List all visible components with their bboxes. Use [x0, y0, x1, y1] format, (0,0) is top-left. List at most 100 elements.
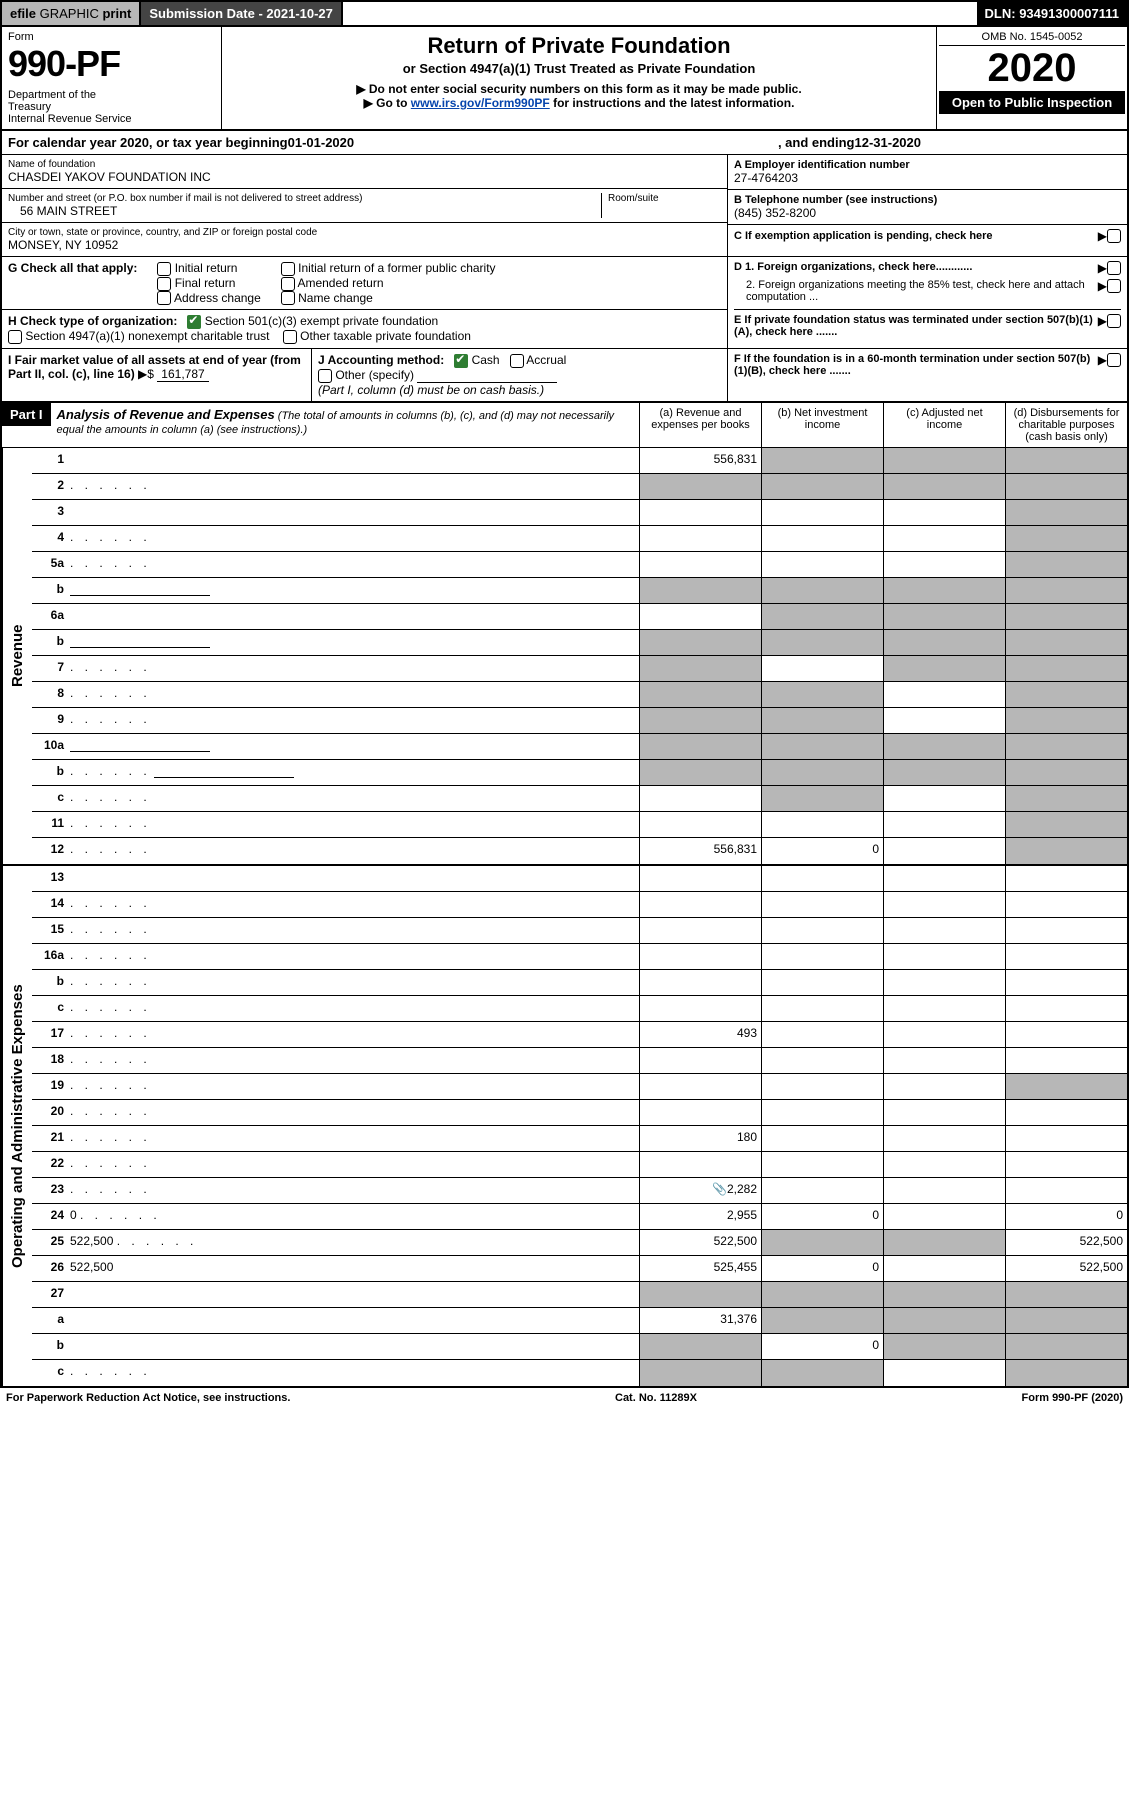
calendar-row: For calendar year 2020, or tax year begi…: [0, 131, 1129, 155]
dept-label: Department of theTreasuryInternal Revenu…: [8, 89, 215, 125]
row-desc: . . . . . .: [68, 656, 639, 681]
row-num: 3: [32, 500, 68, 525]
cell-a: 522,500: [639, 1230, 761, 1255]
cell-b: 0: [761, 1204, 883, 1229]
g-initial-public-chk[interactable]: [281, 262, 295, 276]
table-row: 13: [32, 866, 1127, 892]
cell-c: [883, 604, 1005, 629]
row-num: 1: [32, 448, 68, 473]
g-initial-chk[interactable]: [157, 262, 171, 276]
row-num: 21: [32, 1126, 68, 1151]
cell-a: 525,455: [639, 1256, 761, 1281]
c-checkbox[interactable]: [1107, 229, 1121, 243]
table-row: c . . . . . .: [32, 996, 1127, 1022]
cell-b: [761, 1074, 883, 1099]
row-num: 10a: [32, 734, 68, 759]
irs-link[interactable]: www.irs.gov/Form990PF: [411, 96, 550, 110]
e-checkbox[interactable]: [1107, 314, 1121, 328]
col-a-head: (a) Revenue and expenses per books: [639, 403, 761, 447]
header-center: Return of Private Foundation or Section …: [222, 27, 937, 129]
row-desc: . . . . . .: [68, 944, 639, 969]
row-num: 11: [32, 812, 68, 837]
table-row: 22 . . . . . .: [32, 1152, 1127, 1178]
cell-b: [761, 1308, 883, 1333]
table-row: c . . . . . .: [32, 786, 1127, 812]
row-desc: [68, 448, 639, 473]
j-accrual-chk[interactable]: [510, 354, 524, 368]
phone-cell: B Telephone number (see instructions) (8…: [728, 190, 1127, 225]
revenue-table: 1556,8312 . . . . . .34 . . . . . .5a . …: [32, 448, 1127, 864]
cell-d: [1005, 944, 1127, 969]
cell-d: [1005, 1048, 1127, 1073]
row-num: 5a: [32, 552, 68, 577]
h-other-chk[interactable]: [283, 330, 297, 344]
cell-b: [761, 656, 883, 681]
row-desc: [68, 500, 639, 525]
cell-c: [883, 1282, 1005, 1307]
table-row: 8 . . . . . .: [32, 682, 1127, 708]
cell-c: [883, 1256, 1005, 1281]
efile-button[interactable]: efile GRAPHIC print: [2, 2, 141, 25]
row-num: 6a: [32, 604, 68, 629]
row-num: 16a: [32, 944, 68, 969]
table-row: 12 . . . . . .556,8310: [32, 838, 1127, 864]
part1-header-row: Part I Analysis of Revenue and Expenses …: [0, 402, 1129, 448]
cell-c: [883, 892, 1005, 917]
attachment-icon[interactable]: 📎: [712, 1182, 727, 1196]
f-checkbox[interactable]: [1107, 353, 1121, 367]
cell-c: [883, 1360, 1005, 1386]
cell-d: [1005, 918, 1127, 943]
header-left: Form 990-PF Department of theTreasuryInt…: [2, 27, 222, 129]
row-desc: . . . . . .: [68, 1048, 639, 1073]
row-num: c: [32, 786, 68, 811]
d1-checkbox[interactable]: [1107, 261, 1121, 275]
cell-d: [1005, 604, 1127, 629]
omb-number: OMB No. 1545-0052: [939, 29, 1125, 46]
j-other-chk[interactable]: [318, 369, 332, 383]
h-501c3-chk[interactable]: [187, 315, 201, 329]
row-desc: . . . . . .: [68, 682, 639, 707]
g-name-chk[interactable]: [281, 291, 295, 305]
g-amended-chk[interactable]: [281, 277, 295, 291]
row-desc: . . . . . .: [68, 996, 639, 1021]
cell-a: [639, 892, 761, 917]
cell-b: 0: [761, 838, 883, 864]
cell-a: [639, 866, 761, 891]
j-cash-chk[interactable]: [454, 354, 468, 368]
cell-b: [761, 866, 883, 891]
cell-d: [1005, 760, 1127, 785]
city-label: City or town, state or province, country…: [8, 227, 721, 238]
cell-a: [639, 786, 761, 811]
cell-b: [761, 786, 883, 811]
cell-c: [883, 1178, 1005, 1203]
ein-label: A Employer identification number: [734, 159, 1121, 171]
cell-d: [1005, 838, 1127, 864]
row-desc: 522,500: [68, 1256, 639, 1281]
cell-c: [883, 656, 1005, 681]
cell-b: [761, 604, 883, 629]
row-num: 17: [32, 1022, 68, 1047]
street-cell: Number and street (or P.O. box number if…: [2, 189, 727, 223]
year-begin: 01-01-2020: [288, 135, 355, 150]
row-num: c: [32, 996, 68, 1021]
row-desc: . . . . . .: [68, 552, 639, 577]
city-cell: City or town, state or province, country…: [2, 223, 727, 256]
cell-a: [639, 812, 761, 837]
cell-a: [639, 604, 761, 629]
row-desc: [68, 1334, 639, 1359]
revenue-side-label: Revenue: [2, 448, 32, 864]
foundation-name: CHASDEI YAKOV FOUNDATION INC: [8, 170, 721, 184]
cell-b: [761, 944, 883, 969]
cell-b: [761, 682, 883, 707]
phone: (845) 352-8200: [734, 206, 1121, 220]
h-4947-chk[interactable]: [8, 330, 22, 344]
row-desc: [68, 1308, 639, 1333]
g-address-chk[interactable]: [157, 291, 171, 305]
row-desc: . . . . . .: [68, 1126, 639, 1151]
g-final-chk[interactable]: [157, 277, 171, 291]
footer: For Paperwork Reduction Act Notice, see …: [0, 1388, 1129, 1408]
cell-a: [639, 500, 761, 525]
d2-checkbox[interactable]: [1107, 279, 1121, 293]
header-note1: ▶ Do not enter social security numbers o…: [228, 82, 930, 96]
name-cell: Name of foundation CHASDEI YAKOV FOUNDAT…: [2, 155, 727, 189]
